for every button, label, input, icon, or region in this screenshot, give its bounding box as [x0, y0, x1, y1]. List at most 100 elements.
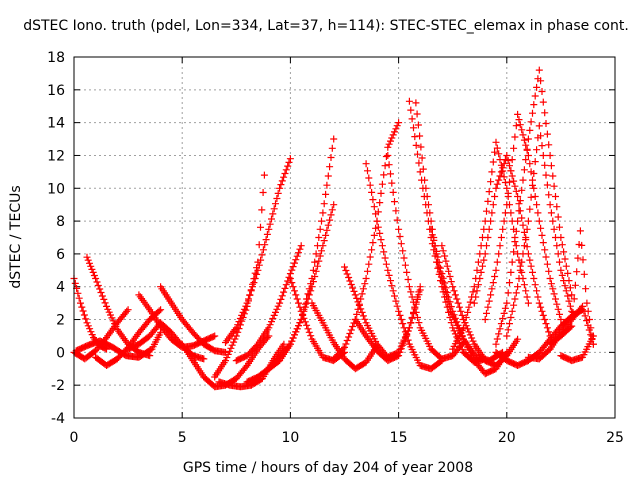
- data-point: [586, 302, 588, 304]
- series-arc-12: [222, 155, 294, 346]
- data-point: [451, 285, 454, 288]
- x-tick-label: 5: [178, 430, 187, 446]
- data-point: [170, 338, 173, 341]
- data-point: [311, 302, 313, 304]
- data-point: [343, 358, 346, 360]
- chart-title: dSTEC Iono. truth (pdel, Lon=334, Lat=37…: [23, 18, 629, 34]
- data-point: [354, 294, 357, 296]
- data-point: [376, 220, 378, 222]
- data-point: [570, 294, 573, 296]
- data-point: [365, 277, 367, 280]
- data-point: [235, 377, 238, 380]
- data-point: [430, 228, 432, 231]
- data-point: [151, 348, 153, 350]
- data-point: [473, 302, 476, 304]
- data-point: [224, 351, 227, 354]
- data-point: [300, 310, 303, 313]
- y-tick-label: -2: [51, 378, 65, 394]
- data-point: [322, 244, 324, 247]
- data-point: [419, 285, 422, 288]
- series-arc-22: [384, 152, 467, 363]
- data-point: [246, 381, 248, 383]
- data-point: [343, 351, 346, 354]
- data-point: [138, 356, 140, 359]
- data-point: [538, 69, 541, 71]
- data-point: [365, 322, 367, 324]
- data-point: [148, 354, 151, 357]
- data-point: [538, 302, 541, 304]
- data-point: [430, 348, 432, 350]
- x-tick-label: 15: [390, 430, 408, 446]
- data-point: [235, 335, 238, 337]
- data-point: [311, 277, 313, 280]
- data-point: [159, 322, 162, 324]
- data-point: [289, 157, 292, 160]
- data-point: [419, 171, 422, 173]
- data-point: [289, 272, 292, 275]
- data-point: [268, 228, 270, 231]
- data-point: [387, 359, 389, 362]
- data-point: [203, 343, 205, 346]
- data-point: [451, 327, 454, 329]
- data-point: [495, 351, 497, 354]
- data-point: [516, 285, 519, 288]
- data-point: [506, 203, 508, 206]
- data-point: [506, 187, 508, 190]
- data-point: [419, 327, 422, 329]
- data-point: [560, 325, 562, 327]
- data-point: [148, 318, 151, 321]
- data-point: [549, 203, 551, 206]
- data-point: [549, 154, 551, 157]
- data-point: [257, 376, 259, 378]
- data-point: [105, 305, 108, 308]
- data-point: [235, 359, 238, 362]
- data-point: [397, 310, 400, 313]
- data-point: [125, 354, 127, 357]
- data-point: [549, 343, 551, 346]
- y-tick-label: -4: [51, 411, 65, 427]
- data-point: [263, 174, 266, 176]
- series-arc-35: [557, 332, 597, 365]
- data-point: [213, 386, 216, 388]
- data-point: [506, 359, 508, 362]
- series-arc-34: [546, 227, 597, 348]
- data-point: [397, 121, 400, 124]
- data-point: [332, 341, 335, 344]
- plot-frame: [73, 56, 616, 419]
- data-point: [560, 354, 562, 357]
- data-point: [213, 349, 216, 352]
- data-point: [527, 138, 530, 140]
- data-point: [94, 277, 97, 280]
- data-point: [84, 358, 86, 360]
- data-point: [527, 154, 530, 157]
- data-point: [462, 327, 465, 329]
- data-point: [332, 138, 335, 140]
- data-point: [538, 351, 541, 354]
- data-point: [268, 327, 270, 329]
- data-point: [192, 331, 194, 334]
- series-arc-31: [503, 122, 576, 340]
- data-point: [495, 269, 497, 272]
- data-point: [311, 338, 313, 341]
- data-point: [451, 310, 454, 313]
- data-point: [462, 338, 465, 341]
- data-point: [495, 141, 497, 144]
- data-point: [538, 358, 541, 360]
- data-point: [138, 331, 140, 334]
- data-point: [203, 358, 205, 360]
- y-tick-label: 0: [56, 345, 65, 361]
- data-point: [159, 285, 162, 288]
- series-arc-30: [492, 66, 576, 348]
- data-point: [495, 343, 497, 346]
- data-point: [387, 269, 389, 272]
- data-point: [257, 343, 259, 346]
- y-tick-label: 12: [47, 148, 65, 164]
- data-point: [484, 359, 487, 362]
- data-point: [549, 348, 551, 350]
- data-point: [560, 318, 562, 321]
- data-point: [159, 308, 162, 311]
- data-point: [261, 377, 264, 380]
- data-point: [408, 285, 411, 288]
- data-point: [181, 318, 183, 321]
- data-point: [278, 302, 281, 304]
